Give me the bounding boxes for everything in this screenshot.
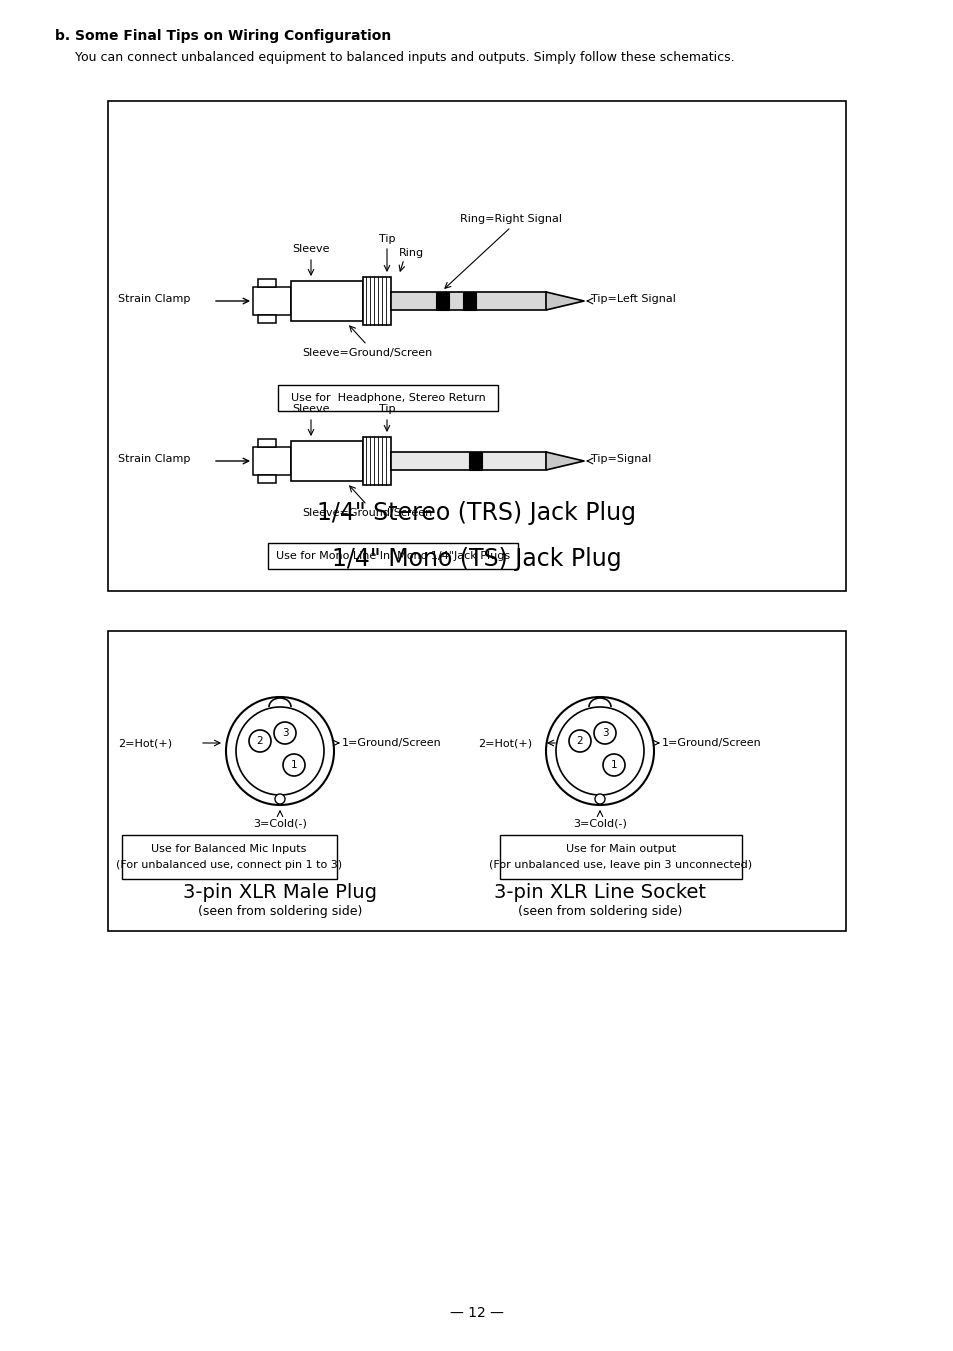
Text: Tip: Tip <box>378 234 395 245</box>
Bar <box>122 835 336 880</box>
Text: 2=Hot(+): 2=Hot(+) <box>118 738 172 748</box>
Text: 1/4" Mono (TS) Jack Plug: 1/4" Mono (TS) Jack Plug <box>332 547 621 571</box>
Text: b. Some Final Tips on Wiring Configuration: b. Some Final Tips on Wiring Configurati… <box>55 28 391 43</box>
Polygon shape <box>545 453 583 470</box>
Text: Use for Balanced Mic Inputs: Use for Balanced Mic Inputs <box>152 844 306 854</box>
Text: Use for  Headphone, Stereo Return: Use for Headphone, Stereo Return <box>291 393 485 403</box>
Text: (For unbalanced use, leave pin 3 unconnected): (For unbalanced use, leave pin 3 unconne… <box>489 861 752 870</box>
Bar <box>257 280 275 286</box>
Bar <box>391 453 545 470</box>
Ellipse shape <box>556 707 643 794</box>
Text: 3: 3 <box>281 728 288 738</box>
Text: 3=Cold(-): 3=Cold(-) <box>253 817 307 828</box>
Ellipse shape <box>226 697 334 805</box>
Circle shape <box>274 721 295 744</box>
Text: (seen from soldering side): (seen from soldering side) <box>517 905 681 917</box>
Bar <box>469 453 481 470</box>
Circle shape <box>274 794 285 804</box>
Text: Sleeve: Sleeve <box>292 245 330 254</box>
Text: 3-pin XLR Male Plug: 3-pin XLR Male Plug <box>183 884 376 902</box>
Text: 2: 2 <box>576 736 582 746</box>
Bar <box>499 835 741 880</box>
Circle shape <box>595 794 604 804</box>
Ellipse shape <box>545 697 654 805</box>
Bar <box>253 447 291 476</box>
Polygon shape <box>545 292 583 309</box>
Text: Use for Main output: Use for Main output <box>565 844 676 854</box>
Text: 3: 3 <box>601 728 608 738</box>
Bar <box>436 292 449 309</box>
Text: 2: 2 <box>256 736 263 746</box>
Circle shape <box>568 730 590 753</box>
Bar <box>462 292 476 309</box>
Text: (For unbalanced use, connect pin 1 to 3): (For unbalanced use, connect pin 1 to 3) <box>116 861 342 870</box>
Text: You can connect unbalanced equipment to balanced inputs and outputs. Simply foll: You can connect unbalanced equipment to … <box>75 51 734 65</box>
Text: Strain Clamp: Strain Clamp <box>118 454 191 463</box>
Bar <box>268 543 517 569</box>
Text: Ring=Right Signal: Ring=Right Signal <box>459 213 561 224</box>
Text: Ring: Ring <box>398 249 424 258</box>
Text: Tip: Tip <box>378 404 395 413</box>
Ellipse shape <box>235 707 324 794</box>
Text: Sleeve=Ground/Screen: Sleeve=Ground/Screen <box>301 349 432 358</box>
Text: Use for Mono Line In, Mono 1/4"Jack Plugs: Use for Mono Line In, Mono 1/4"Jack Plug… <box>275 551 510 561</box>
Text: Sleeve: Sleeve <box>292 404 330 413</box>
Text: Strain Clamp: Strain Clamp <box>118 295 191 304</box>
Bar <box>291 440 363 481</box>
Bar <box>257 476 275 484</box>
Circle shape <box>283 754 305 775</box>
Text: 1=Ground/Screen: 1=Ground/Screen <box>661 738 760 748</box>
Text: 2=Hot(+): 2=Hot(+) <box>477 738 532 748</box>
Circle shape <box>594 721 616 744</box>
Circle shape <box>602 754 624 775</box>
Bar <box>257 439 275 447</box>
Bar <box>391 292 545 309</box>
Text: Sleeve=Ground/Screen: Sleeve=Ground/Screen <box>301 508 432 517</box>
Bar <box>363 277 391 326</box>
Circle shape <box>249 730 271 753</box>
Text: 1: 1 <box>291 761 297 770</box>
Bar <box>108 631 845 931</box>
Text: (seen from soldering side): (seen from soldering side) <box>197 905 362 917</box>
Text: 1: 1 <box>610 761 617 770</box>
Text: — 12 —: — 12 — <box>450 1306 503 1320</box>
Bar <box>291 281 363 322</box>
Bar <box>363 436 391 485</box>
Text: 1=Ground/Screen: 1=Ground/Screen <box>341 738 441 748</box>
Text: 3-pin XLR Line Socket: 3-pin XLR Line Socket <box>494 884 705 902</box>
Bar <box>108 101 845 590</box>
Text: 1/4" Stereo (TRS) Jack Plug: 1/4" Stereo (TRS) Jack Plug <box>317 501 636 526</box>
Bar <box>277 385 497 411</box>
Bar <box>257 315 275 323</box>
Text: Tip=Left Signal: Tip=Left Signal <box>590 295 675 304</box>
Text: Tip=Signal: Tip=Signal <box>590 454 651 463</box>
Bar <box>253 286 291 315</box>
Text: 3=Cold(-): 3=Cold(-) <box>573 817 626 828</box>
